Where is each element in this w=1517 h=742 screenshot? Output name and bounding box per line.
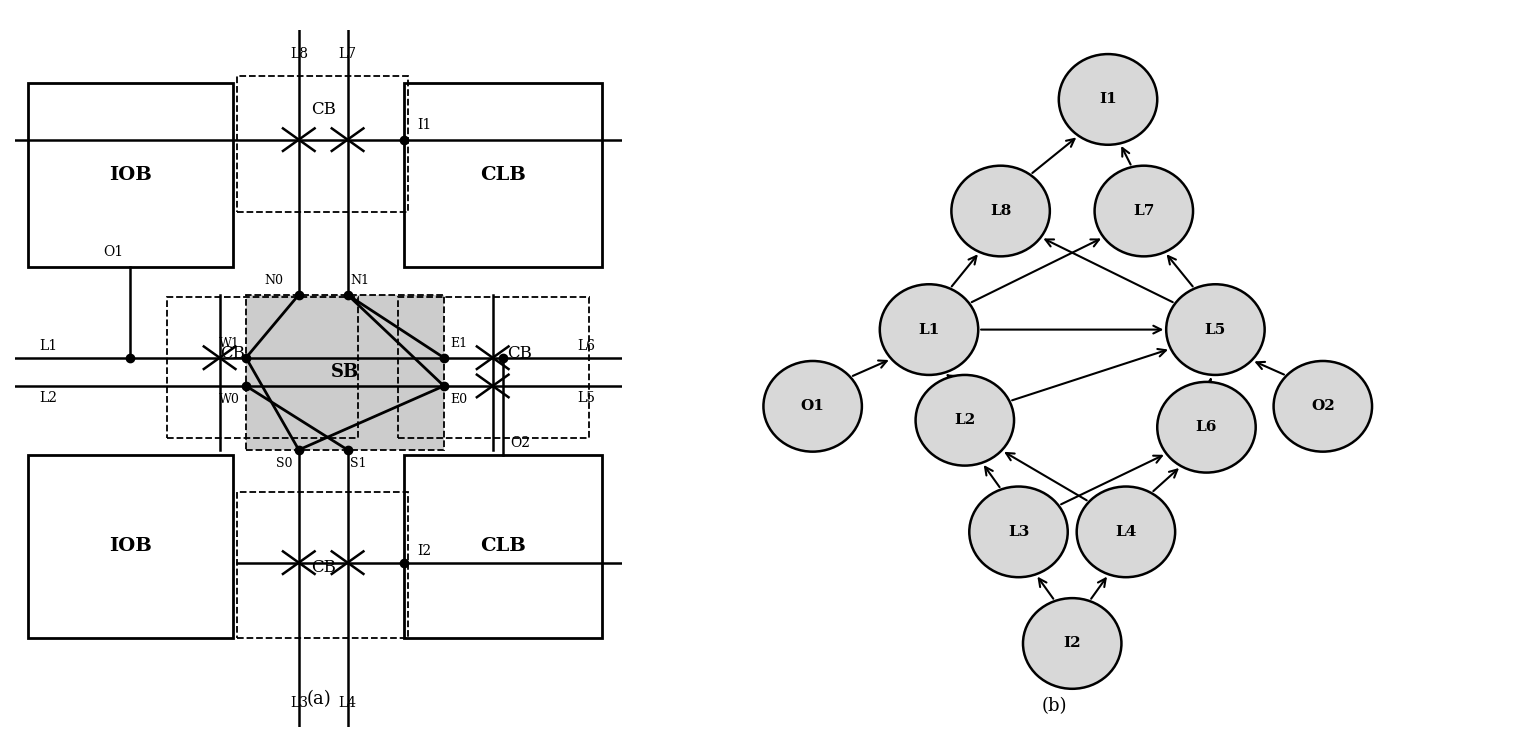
Text: W0: W0 xyxy=(218,393,240,407)
Bar xyxy=(405,455,602,638)
Ellipse shape xyxy=(1274,361,1371,452)
Bar xyxy=(237,76,408,212)
Text: N0: N0 xyxy=(264,275,284,287)
Ellipse shape xyxy=(1077,487,1176,577)
Text: E1: E1 xyxy=(451,337,467,350)
Text: (b): (b) xyxy=(1042,697,1066,715)
Text: IOB: IOB xyxy=(109,537,152,555)
Text: L7: L7 xyxy=(338,47,356,61)
Ellipse shape xyxy=(1022,598,1121,689)
Text: L5: L5 xyxy=(578,390,596,404)
Text: L4: L4 xyxy=(1115,525,1136,539)
Text: CB: CB xyxy=(220,344,246,361)
Text: L3: L3 xyxy=(1007,525,1029,539)
Text: O2: O2 xyxy=(510,436,529,450)
Text: I2: I2 xyxy=(1063,637,1082,651)
Text: O1: O1 xyxy=(103,245,123,259)
Ellipse shape xyxy=(916,375,1013,466)
Bar xyxy=(237,492,408,638)
Text: I1: I1 xyxy=(417,118,432,132)
Text: S0: S0 xyxy=(276,457,293,470)
Text: L2: L2 xyxy=(954,413,975,427)
Bar xyxy=(167,297,358,438)
Text: L8: L8 xyxy=(290,47,308,61)
Text: L1: L1 xyxy=(39,339,58,353)
Text: CLB: CLB xyxy=(481,537,526,555)
Text: N1: N1 xyxy=(350,275,369,287)
Text: W1: W1 xyxy=(218,337,240,350)
Text: CB: CB xyxy=(507,344,531,361)
Text: L6: L6 xyxy=(578,339,596,353)
Bar xyxy=(29,83,232,266)
Text: L6: L6 xyxy=(1195,420,1217,434)
Ellipse shape xyxy=(951,165,1050,257)
Ellipse shape xyxy=(1157,382,1256,473)
Ellipse shape xyxy=(880,284,978,375)
Text: L2: L2 xyxy=(39,390,58,404)
Text: (a): (a) xyxy=(306,690,331,709)
Text: E0: E0 xyxy=(451,393,467,407)
Text: L1: L1 xyxy=(918,323,939,337)
Text: I2: I2 xyxy=(417,544,432,558)
Text: CB: CB xyxy=(311,101,335,118)
Text: L7: L7 xyxy=(1133,204,1154,218)
Text: IOB: IOB xyxy=(109,166,152,184)
Text: O2: O2 xyxy=(1311,399,1335,413)
Ellipse shape xyxy=(1059,54,1157,145)
Text: O1: O1 xyxy=(801,399,825,413)
Text: L4: L4 xyxy=(338,696,356,710)
Text: L8: L8 xyxy=(991,204,1012,218)
Bar xyxy=(405,83,602,266)
Text: CLB: CLB xyxy=(481,166,526,184)
Ellipse shape xyxy=(969,487,1068,577)
Text: S1: S1 xyxy=(350,457,367,470)
Text: I1: I1 xyxy=(1100,93,1117,106)
Bar xyxy=(29,455,232,638)
Text: SB: SB xyxy=(331,364,360,381)
Text: L5: L5 xyxy=(1204,323,1226,337)
Ellipse shape xyxy=(1095,165,1192,257)
Text: CB: CB xyxy=(311,559,335,576)
Ellipse shape xyxy=(763,361,862,452)
Bar xyxy=(397,297,589,438)
Text: L3: L3 xyxy=(290,696,308,710)
Ellipse shape xyxy=(1167,284,1265,375)
Bar xyxy=(246,295,444,450)
